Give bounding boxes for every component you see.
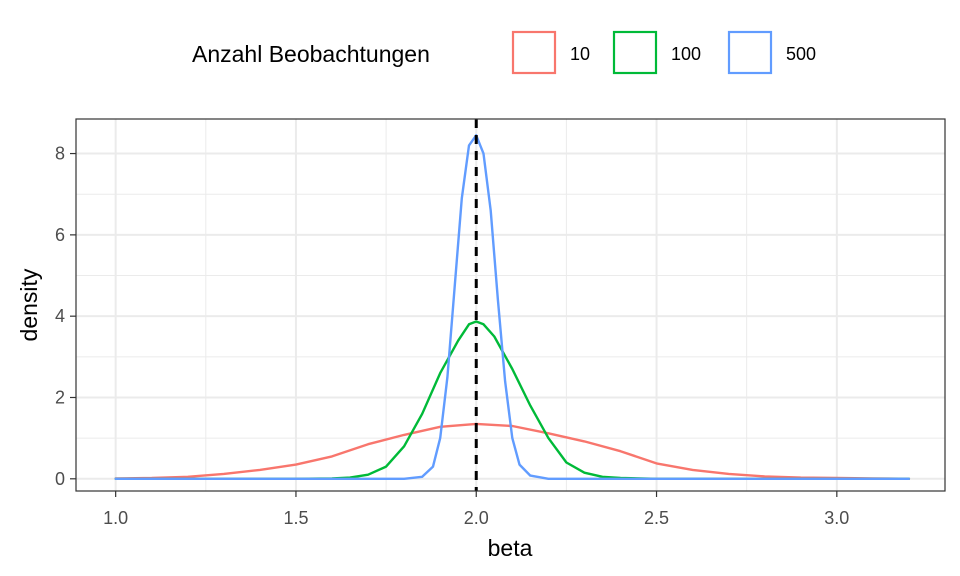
y-tick-label: 6 [55,225,65,245]
series-line-100 [114,320,911,480]
legend-key-500 [727,30,773,75]
legend-label-500: 500 [786,44,816,64]
minor-gridlines [76,119,945,491]
legend-item-100: 100 [612,30,701,75]
plot-panel [76,119,945,491]
y-axis: 0 2 4 6 8 [55,144,76,489]
legend: Anzahl Beobachtungen 10 100 500 [192,30,816,75]
y-tick-label: 2 [55,387,65,407]
x-axis: 1.0 1.5 2.0 2.5 3.0 [103,491,849,528]
legend-label-10: 10 [570,44,590,64]
series-line-10 [114,422,911,480]
legend-item-500: 500 [727,30,816,75]
x-axis-title: beta [488,535,533,561]
y-tick-label: 8 [55,144,65,164]
legend-label-100: 100 [671,44,701,64]
legend-key-100 [612,30,658,75]
legend-keys: 10 100 500 [511,30,816,75]
x-tick-label: 1.0 [103,508,128,528]
x-tick-label: 2.5 [644,508,669,528]
y-tick-label: 0 [55,469,65,489]
y-tick-label: 4 [55,306,65,326]
legend-title: Anzahl Beobachtungen [192,41,430,67]
x-tick-label: 3.0 [824,508,849,528]
legend-item-10: 10 [511,30,590,75]
plot-border [75,118,946,492]
legend-key-10 [511,30,557,75]
x-tick-label: 1.5 [283,508,308,528]
x-tick-label: 2.0 [464,508,489,528]
y-axis-title: density [16,268,42,341]
